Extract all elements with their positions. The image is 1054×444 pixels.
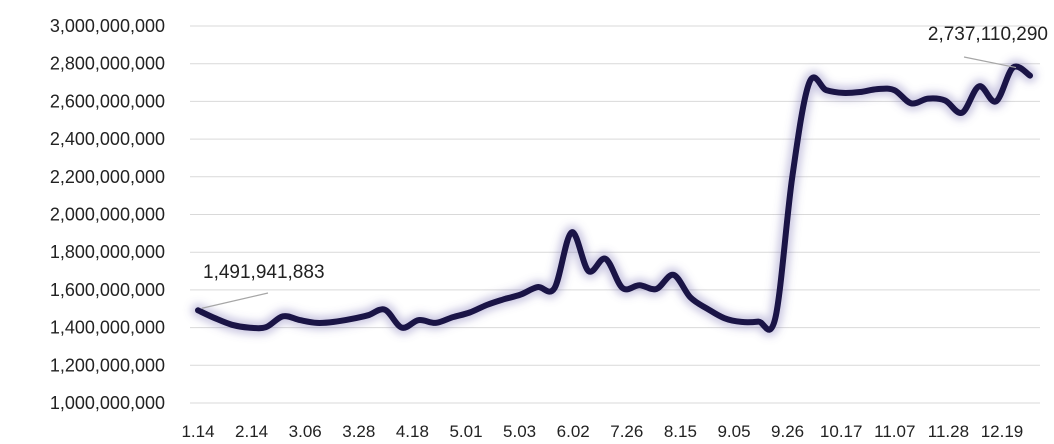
data-point [671, 273, 675, 277]
data-point [977, 84, 981, 88]
annotation-leader [963, 56, 1017, 69]
data-point [451, 315, 455, 319]
y-tick-label: 2,200,000,000 [50, 167, 165, 187]
x-tick-label: 10.17 [820, 422, 863, 441]
y-tick-label: 2,400,000,000 [50, 129, 165, 149]
x-tick-label: 3.28 [342, 422, 375, 441]
data-point [638, 283, 642, 287]
data-point [858, 90, 862, 94]
data-point [383, 308, 387, 312]
y-tick-label: 1,600,000,000 [50, 280, 165, 300]
y-tick-label: 2,600,000,000 [50, 91, 165, 111]
x-tick-label: 3.06 [289, 422, 322, 441]
data-point [892, 88, 896, 92]
data-point [281, 314, 285, 318]
data-point [264, 325, 268, 329]
data-point [739, 320, 743, 324]
x-tick-label: 5.01 [449, 422, 482, 441]
data-point [553, 286, 557, 290]
data-point [688, 295, 692, 299]
data-point [485, 303, 489, 307]
data-point [926, 97, 930, 101]
x-tick-label: 11.28 [928, 422, 969, 441]
data-point [213, 316, 217, 320]
data-point [536, 285, 540, 289]
data-point [960, 111, 964, 115]
x-tick-label: 8.15 [664, 422, 697, 441]
data-point [909, 101, 913, 105]
data-point [196, 308, 200, 312]
data-point [722, 316, 726, 320]
x-tick-label: 4.18 [396, 422, 429, 441]
x-tick-label: 9.26 [771, 422, 804, 441]
data-point [604, 257, 608, 261]
x-tick-label: 1.14 [181, 422, 214, 441]
y-axis-ticks: 3,000,000,000 2,800,000,000 2,600,000,000 2… [50, 16, 165, 413]
data-point [1028, 74, 1032, 78]
data-point [570, 230, 574, 234]
data-point [773, 316, 777, 320]
annotations: 1,491,941,883 2,737,110,290 [201, 24, 1048, 309]
y-tick-label: 1,000,000,000 [50, 393, 165, 413]
series-line [195, 63, 1033, 333]
data-point [943, 99, 947, 103]
data-point [417, 318, 421, 322]
y-tick-label: 2,000,000,000 [50, 205, 165, 225]
y-tick-label: 2,800,000,000 [50, 54, 165, 74]
annotation-label: 2,737,110,290 [928, 24, 1048, 45]
series-group [191, 59, 1037, 337]
y-tick-label: 1,400,000,000 [50, 318, 165, 338]
y-tick-label: 1,200,000,000 [50, 355, 165, 375]
data-point [621, 286, 625, 290]
data-point [247, 326, 251, 330]
x-tick-label: 5.03 [503, 422, 536, 441]
data-point [824, 88, 828, 92]
data-point [349, 317, 353, 321]
data-point [400, 326, 404, 330]
data-point [875, 87, 879, 91]
y-tick-label: 1,800,000,000 [50, 242, 165, 262]
x-tick-label: 12.19 [981, 422, 1024, 441]
x-tick-label: 11.07 [874, 422, 915, 441]
data-point [298, 318, 302, 322]
data-point [230, 323, 234, 327]
annotation-label: 1,491,941,883 [203, 262, 325, 283]
data-point [841, 91, 845, 95]
data-point [519, 293, 523, 297]
x-tick-label: 7.26 [610, 422, 643, 441]
data-point [705, 307, 709, 311]
data-point [756, 320, 760, 324]
data-point [790, 175, 794, 179]
data-point [502, 297, 506, 301]
data-point [587, 269, 591, 273]
data-point [434, 321, 438, 325]
grid-lines [190, 25, 1040, 404]
x-tick-label: 2.14 [235, 422, 268, 441]
data-point [468, 311, 472, 315]
data-point [332, 320, 336, 324]
x-axis-ticks: 1.14 2.14 3.06 3.28 4.18 5.01 5.03 6.02 7.26 8.15… [181, 422, 1023, 441]
data-point [994, 99, 998, 103]
annotation-leader [201, 292, 269, 309]
y-tick-label: 3,000,000,000 [50, 16, 165, 36]
data-point [315, 321, 319, 325]
x-tick-label: 6.02 [557, 422, 590, 441]
data-point [654, 287, 658, 291]
data-point [366, 313, 370, 317]
data-point [807, 81, 811, 85]
x-tick-label: 9.05 [717, 422, 750, 441]
